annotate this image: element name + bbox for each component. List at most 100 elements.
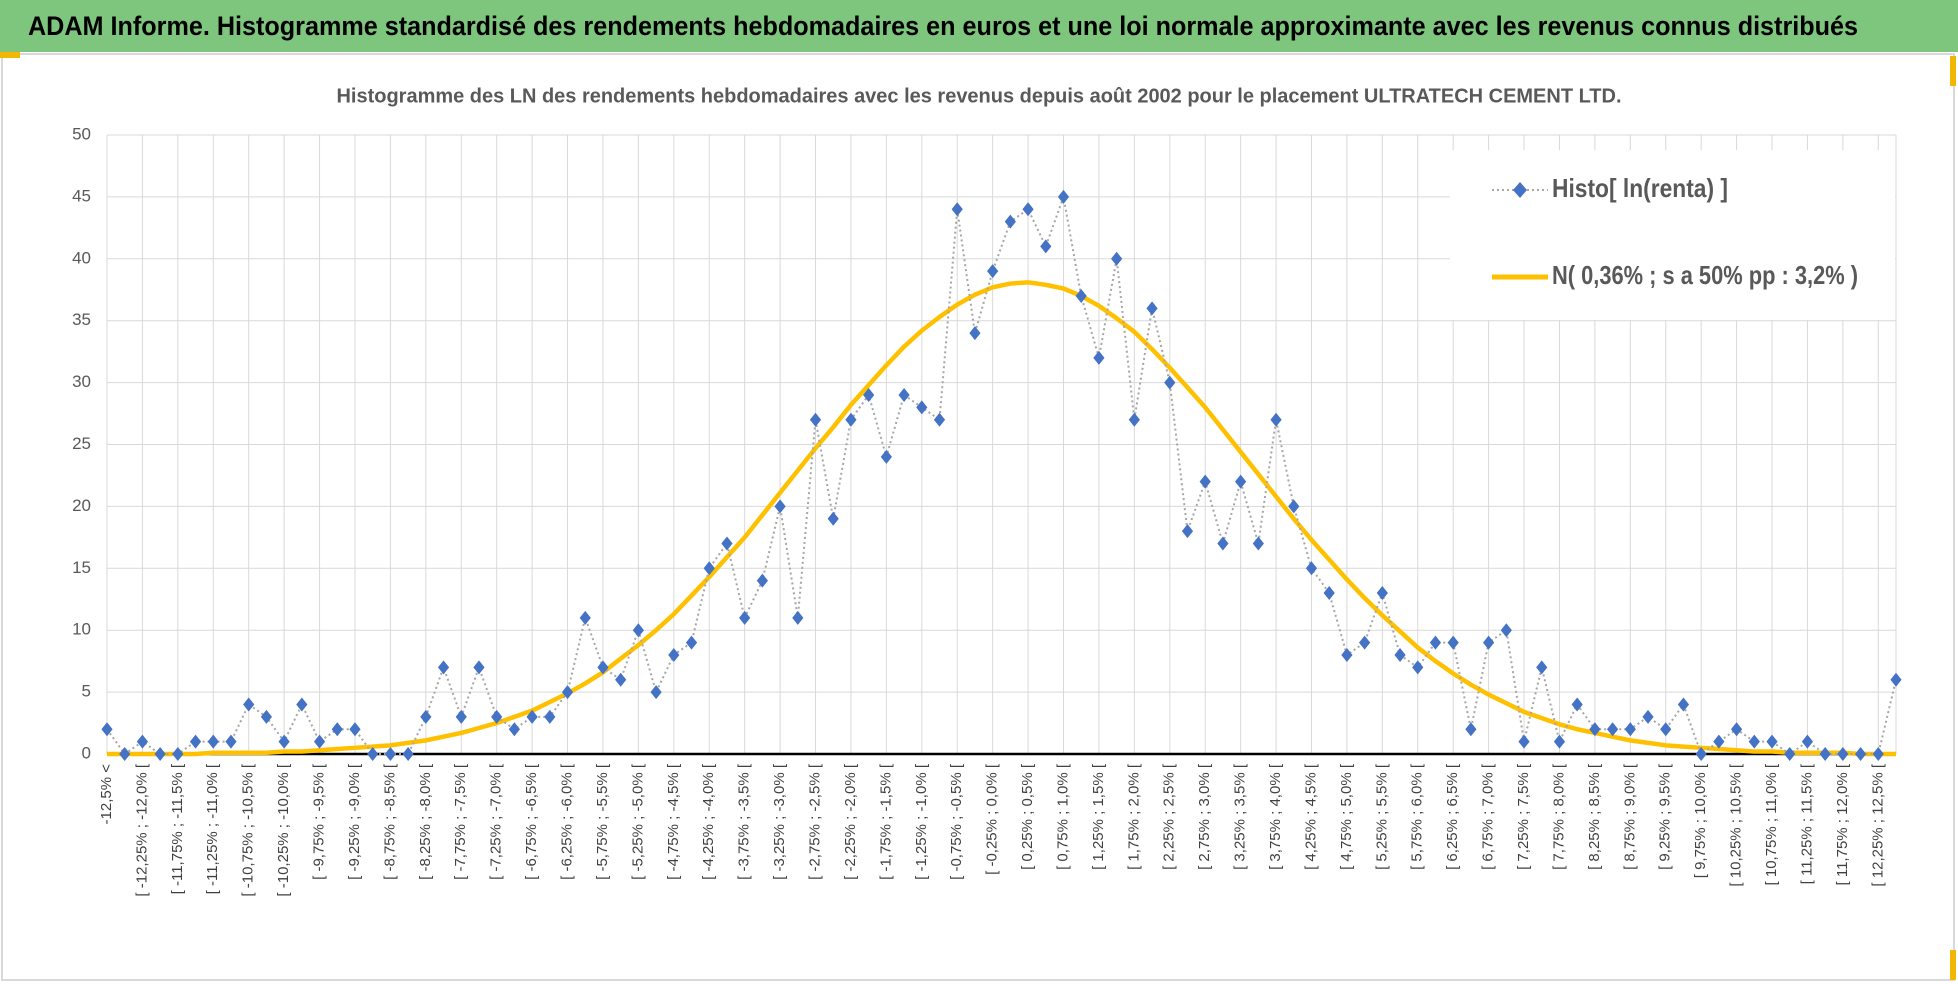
histo-point (1518, 734, 1530, 749)
y-tick-label: 20 (72, 496, 91, 515)
histo-point (1854, 747, 1867, 761)
histo-point (1766, 734, 1778, 749)
histo-point (615, 672, 627, 687)
histo-point (508, 722, 520, 737)
y-tick-label: 15 (72, 558, 91, 577)
histo-point (1447, 635, 1459, 650)
histo-point (1837, 747, 1849, 761)
x-tick-label: -12,5% < (98, 764, 115, 825)
histo-point (1730, 722, 1743, 737)
histo-point (1199, 474, 1211, 489)
x-tick-label: [ -2,75% ; -2,5% [ (806, 763, 823, 880)
histo-point (473, 660, 485, 675)
histo-point (1606, 722, 1619, 737)
legend-box (1450, 150, 1895, 320)
x-tick-label: [ 7,25% ; 7,5% [ (1515, 763, 1532, 870)
chart-border (1, 53, 1955, 981)
histo-point (632, 623, 644, 638)
y-tick-label: 10 (72, 620, 91, 639)
histo-point (987, 264, 999, 279)
histo-point (933, 412, 946, 427)
x-tick-label: [ 5,25% ; 5,5% [ (1373, 763, 1390, 870)
x-tick-label: [ 10,25% ; 10,5% [ (1728, 763, 1745, 886)
corner (1950, 56, 1956, 86)
x-tick-label: [ -3,75% ; -3,5% [ (736, 763, 753, 880)
x-tick-label: [ -8,25% ; -8,0% [ (417, 763, 434, 880)
x-tick-label: [ -2,25% ; -2,0% [ (842, 763, 859, 880)
histo-point (1093, 350, 1105, 365)
header-title: ADAM Informe. Histogramme standardisé de… (28, 11, 1858, 41)
histo-point (774, 499, 786, 514)
histo-point (880, 449, 892, 464)
x-tick-label: [ 1,75% ; 2,0% [ (1125, 763, 1142, 870)
histo-point (827, 511, 839, 526)
histo-point (154, 747, 166, 761)
histo-point (1181, 524, 1194, 539)
histo-point (243, 697, 255, 712)
x-tick-label: [ -10,75% ; -10,5% [ (240, 763, 257, 896)
histo-point (1341, 647, 1353, 662)
x-tick-label: [ 4,75% ; 5,0% [ (1338, 763, 1355, 870)
histo-point (1040, 239, 1052, 254)
histo-point (207, 734, 219, 749)
x-tick-label: [ -6,25% ; -6,0% [ (559, 763, 576, 880)
x-tick-label: [ 8,25% ; 8,5% [ (1586, 763, 1603, 870)
histo-point (1589, 722, 1601, 737)
histo-point (1412, 660, 1424, 675)
histo-point (313, 734, 326, 749)
x-tick-label: [ -5,25% ; -5,0% [ (629, 763, 646, 880)
x-tick-label: [ -7,75% ; -7,5% [ (452, 763, 469, 880)
histo-point (650, 685, 662, 700)
x-tick-label: [ 12,25% ; 12,5% [ (1869, 763, 1886, 886)
histo-point (402, 747, 414, 761)
legend-swatch (1513, 182, 1527, 198)
x-tick-label: [ 0,25% ; 0,5% [ (1019, 763, 1036, 870)
y-tick-label: 50 (72, 124, 91, 143)
x-tick-label: [ -10,25% ; -10,0% [ (275, 763, 292, 896)
header-bar (0, 0, 1958, 52)
y-tick-label: 30 (72, 372, 91, 391)
histo-point (739, 610, 751, 625)
x-tick-label: [ 11,25% ; 11,5% [ (1798, 763, 1815, 884)
x-tick-label: [ 0,75% ; 1,0% [ (1054, 763, 1071, 870)
x-tick-label: [ 7,75% ; 8,0% [ (1550, 763, 1567, 870)
histo-point (1305, 561, 1318, 576)
x-tick-label: [ -12,25% ; -12,0% [ (133, 763, 150, 896)
x-tick-label: [ 3,25% ; 3,5% [ (1232, 763, 1249, 870)
histo-point (1465, 722, 1477, 737)
histo-point (1748, 734, 1760, 749)
histo-point (1624, 722, 1636, 737)
histo-point (1359, 635, 1371, 650)
histo-point (809, 412, 822, 427)
histo-point (1660, 722, 1672, 737)
x-tick-label: [ -1,25% ; -1,0% [ (913, 763, 930, 880)
x-tick-label: [ -7,25% ; -7,0% [ (488, 763, 505, 880)
histo-point (1801, 734, 1814, 749)
histo-point (561, 685, 574, 700)
histo-point (437, 660, 450, 675)
histo-point (1128, 412, 1140, 427)
x-tick-label: [ -6,75% ; -6,5% [ (523, 763, 540, 880)
x-tick-label: [ -4,75% ; -4,5% [ (665, 763, 682, 880)
x-tick-label: [ 5,75% ; 6,0% [ (1409, 763, 1426, 870)
x-tick-label: [ 6,25% ; 6,5% [ (1444, 763, 1461, 870)
histo-point (1288, 499, 1300, 514)
histo-point (668, 647, 680, 662)
histo-point (455, 709, 467, 724)
histo-point (845, 412, 857, 427)
legend-label: Histo[ ln(renta) ] (1552, 173, 1728, 203)
x-tick-label: [ 10,75% ; 11,0% [ (1763, 763, 1780, 885)
histo-point (349, 722, 361, 737)
histo-point (172, 747, 184, 761)
y-tick-label: 40 (72, 248, 91, 267)
histo-point (1111, 251, 1123, 266)
x-tick-label: [ -0,25% ; 0,0% [ (984, 763, 1001, 875)
x-tick-label: [ -4,25% ; -4,0% [ (700, 763, 717, 880)
histo-point (1164, 375, 1176, 390)
histo-point (1004, 214, 1016, 229)
histo-point (1022, 202, 1034, 217)
x-tick-label: [ 11,75% ; 12,0% [ (1834, 763, 1851, 885)
x-tick-label: [ 9,75% ; 10,0% [ (1692, 763, 1709, 878)
histo-point (863, 387, 875, 402)
x-tick-label: [ -0,75% ; -0,5% [ (948, 763, 965, 880)
